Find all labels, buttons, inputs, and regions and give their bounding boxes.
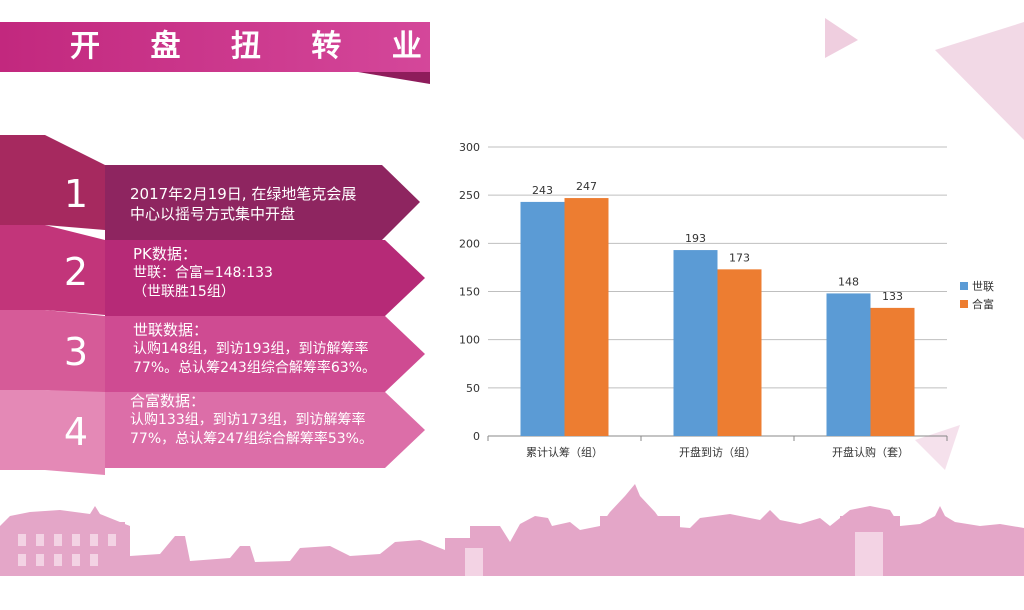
item-1-ribbon (105, 165, 420, 240)
bar-series-2 (564, 198, 609, 436)
y-tick-label: 50 (466, 382, 480, 395)
y-tick-label: 300 (459, 141, 480, 154)
legend-swatch (960, 300, 968, 308)
item-4-text: 合富数据： 认购133组，到访173组，到访解筹率 77%，总认筹247组综合解… (130, 392, 373, 449)
item-2-line: 世联：合富=148:133 (133, 265, 273, 281)
item-2-ribbon-left (0, 225, 105, 315)
item-4-ribbon (105, 392, 425, 468)
item-3-ribbon-left (0, 310, 105, 395)
x-tick-label: 开盘认购（套） (832, 445, 909, 459)
y-tick-label: 200 (459, 237, 480, 250)
x-tick-label: 开盘到访（组） (679, 445, 756, 459)
bar-chart: 0 50 100 150 200 250 300 243 247 累计认筹（组） 193 173 开盘到… (459, 141, 994, 459)
item-4-number: 4 (63, 410, 89, 454)
title-banner-fold (358, 72, 430, 84)
decor-triangles (825, 18, 1024, 470)
item-3-line: 世联数据： (133, 321, 209, 339)
y-tick-label: 100 (459, 334, 480, 347)
item-1-number: 1 (63, 172, 89, 216)
item-3-line: 77%。总认筹243组综合解筹率63%。 (133, 360, 376, 376)
item-1-ribbon-left (0, 135, 105, 230)
page-title: 开 盘 扭 转 业 绩 (70, 29, 523, 64)
bar-series-1 (520, 201, 565, 436)
bar-series-2 (870, 307, 915, 436)
y-tick-label: 150 (459, 286, 480, 299)
bar-series-2 (717, 269, 762, 436)
item-4-line: 77%，总认筹247组综合解筹率53%。 (130, 431, 373, 447)
title-banner (0, 22, 430, 72)
item-2-ribbon (105, 240, 425, 316)
y-tick-label: 0 (473, 430, 480, 443)
legend-label: 世联 (972, 280, 994, 293)
legend-label: 合富 (972, 297, 994, 311)
legend-swatch (960, 282, 968, 290)
item-1-line: 2017年2月19日, 在绿地笔克会展 (130, 185, 357, 203)
data-label: 247 (576, 180, 597, 193)
x-tick-label: 累计认筹（组） (526, 445, 603, 459)
data-label: 243 (532, 184, 553, 197)
bar-series-1 (673, 250, 718, 436)
item-2-text: PK数据： 世联：合富=148:133 （世联胜15组） (133, 245, 273, 302)
data-label: 193 (685, 232, 706, 245)
item-3-number: 3 (63, 330, 89, 374)
item-ribbons (0, 135, 425, 475)
y-tick-label: 250 (459, 189, 480, 202)
data-label: 133 (882, 290, 903, 303)
data-label: 173 (729, 251, 750, 264)
item-2-line: PK数据： (133, 245, 197, 263)
city-skyline-silhouette (0, 484, 1024, 576)
item-4-ribbon-left (0, 390, 105, 475)
item-3-line: 认购148组，到访193组，到访解筹率 (133, 341, 369, 357)
data-label: 148 (838, 275, 859, 288)
item-4-line: 认购133组，到访173组，到访解筹率 (130, 412, 366, 428)
item-4-line: 合富数据： (130, 392, 206, 410)
item-1-line: 中心以摇号方式集中开盘 (130, 205, 296, 223)
item-3-text: 世联数据： 认购148组，到访193组，到访解筹率 77%。总认筹243组综合解… (133, 321, 376, 378)
item-3-ribbon (105, 316, 425, 392)
item-2-number: 2 (63, 250, 89, 294)
item-1-text: 2017年2月19日, 在绿地笔克会展 中心以摇号方式集中开盘 (130, 184, 356, 224)
item-2-line: （世联胜15组） (133, 284, 235, 300)
bar-series-1 (826, 293, 871, 436)
